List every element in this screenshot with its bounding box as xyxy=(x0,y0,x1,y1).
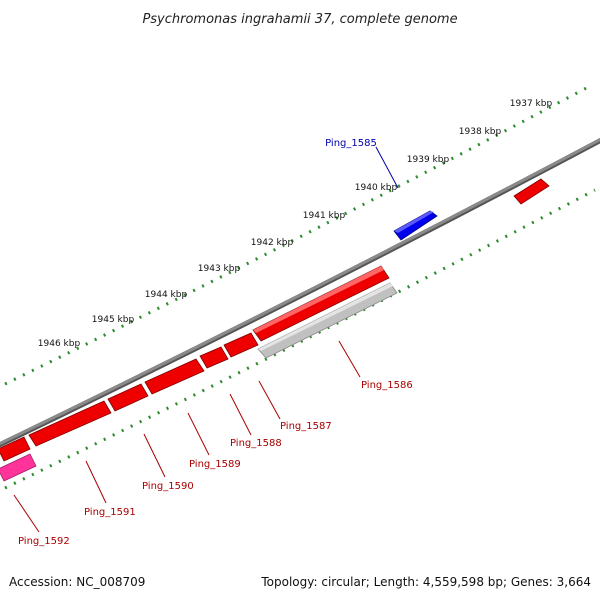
gene-highlight xyxy=(258,283,393,351)
callout-line-ping-1587 xyxy=(258,380,281,420)
gene-ping-1587[interactable] xyxy=(223,332,259,358)
genome-summary-text: Topology: circular; Length: 4,559,598 bp… xyxy=(261,575,591,589)
gene-label-ping-1587[interactable]: Ping_1587 xyxy=(280,421,332,432)
gene-ping-1590[interactable] xyxy=(107,383,149,412)
gene-label-ping-1585[interactable]: Ping_1585 xyxy=(325,138,377,149)
genome-backbone xyxy=(0,137,600,446)
kbp-labels: 1937 kbp 1938 kbp 1939 kbp 1940 kbp 1941… xyxy=(38,99,553,349)
kbp-label: 1942 kbp xyxy=(251,238,294,248)
gene-ping-1588[interactable] xyxy=(199,346,229,369)
callout-line-ping-1591 xyxy=(85,460,107,504)
kbp-label: 1946 kbp xyxy=(38,339,81,349)
gene-feature-left[interactable] xyxy=(0,436,31,462)
kbp-label: 1939 kbp xyxy=(407,155,450,165)
kbp-label: 1940 kbp xyxy=(355,183,398,193)
accession-text: Accession: NC_008709 xyxy=(9,575,146,589)
kbp-label: 1945 kbp xyxy=(92,315,135,325)
callout-line-ping-1592 xyxy=(13,494,40,533)
callout-lines xyxy=(13,146,399,533)
gene-label-ping-1590[interactable]: Ping_1590 xyxy=(142,481,194,492)
gene-highlight xyxy=(253,266,384,333)
callout-line-ping-1589 xyxy=(187,412,210,456)
kbp-label: 1943 kbp xyxy=(198,264,241,274)
gene-ping-1591[interactable] xyxy=(28,400,112,447)
gene-label-ping-1588[interactable]: Ping_1588 xyxy=(230,438,282,449)
callout-line-ping-1588 xyxy=(229,393,252,436)
gene-label-ping-1592[interactable]: Ping_1592 xyxy=(18,536,70,547)
gene-labels: Ping_1585 Ping_1586 Ping_1587 Ping_1588 … xyxy=(18,138,413,547)
gene-label-ping-1591[interactable]: Ping_1591 xyxy=(84,507,136,518)
map-title: Psychromonas ingrahamii 37, complete gen… xyxy=(142,12,457,27)
gene-highlight xyxy=(394,211,434,233)
callout-line-ping-1586 xyxy=(338,340,361,378)
gene-label-ping-1589[interactable]: Ping_1589 xyxy=(189,459,241,470)
gene-ping-1592[interactable] xyxy=(0,453,37,482)
gene-features xyxy=(0,178,550,482)
callout-line-ping-1590 xyxy=(143,433,166,478)
gene-feature-right[interactable] xyxy=(513,178,550,205)
gene-label-ping-1586[interactable]: Ping_1586 xyxy=(361,380,413,391)
callout-line-ping-1585 xyxy=(375,146,399,189)
kbp-label: 1938 kbp xyxy=(459,127,502,137)
kbp-label: 1937 kbp xyxy=(510,99,553,109)
gene-ping-1589[interactable] xyxy=(144,358,205,395)
kbp-label: 1941 kbp xyxy=(303,211,346,221)
kbp-label: 1944 kbp xyxy=(145,290,188,300)
